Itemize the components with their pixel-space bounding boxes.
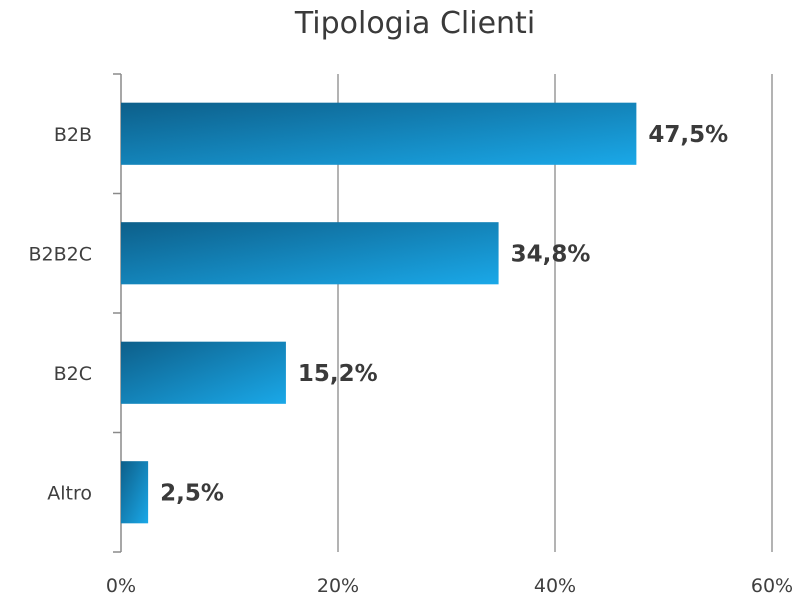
category-label: B2C xyxy=(54,363,92,385)
bar-b2c xyxy=(121,341,286,404)
category-label: Altro xyxy=(47,482,92,504)
category-label: B2B2C xyxy=(28,243,92,265)
x-tick-label: 40% xyxy=(534,575,576,595)
data-label: 2,5% xyxy=(160,480,224,506)
bar-b2b2c xyxy=(121,222,499,285)
category-label: B2B xyxy=(54,124,92,146)
bar-altro xyxy=(121,461,149,524)
x-tick-label: 0% xyxy=(106,575,136,595)
x-tick-label: 60% xyxy=(751,575,793,595)
data-label: 15,2% xyxy=(298,361,378,387)
data-label: 47,5% xyxy=(648,122,728,148)
data-label: 34,8% xyxy=(511,241,591,267)
x-tick-label: 20% xyxy=(317,575,359,595)
chart-title: Tipologia Clienti xyxy=(294,6,536,41)
bar-b2b xyxy=(121,102,637,165)
